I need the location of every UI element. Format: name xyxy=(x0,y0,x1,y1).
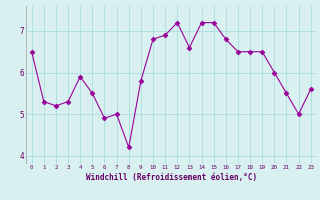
X-axis label: Windchill (Refroidissement éolien,°C): Windchill (Refroidissement éolien,°C) xyxy=(86,173,257,182)
